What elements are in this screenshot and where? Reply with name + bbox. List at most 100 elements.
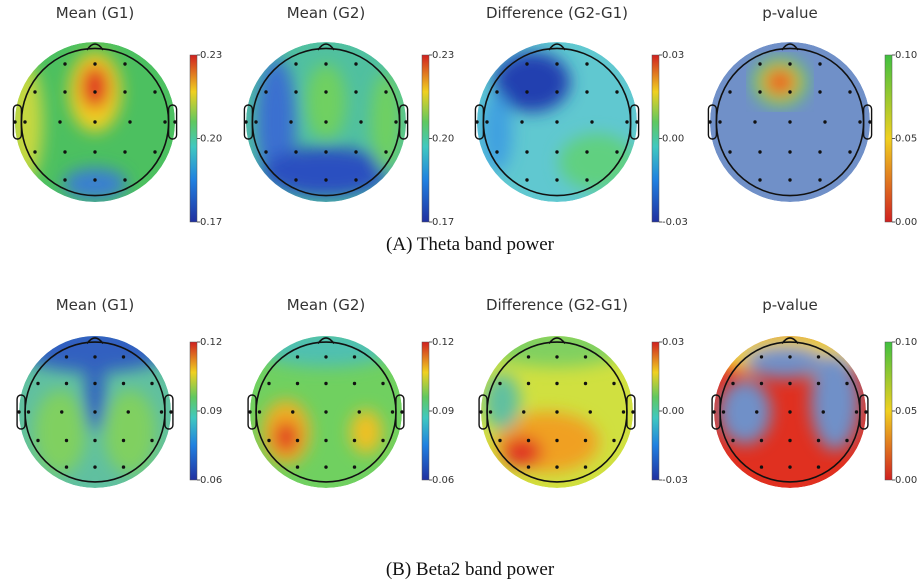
colorbar-tick-label: 0.17 xyxy=(200,217,222,228)
electrode xyxy=(858,120,862,124)
topo-blobs xyxy=(752,57,808,107)
electrode xyxy=(755,410,759,414)
colorbar-tick-label: 0.00 xyxy=(895,217,917,228)
electrode xyxy=(555,410,559,414)
electrode xyxy=(788,381,792,386)
electrode xyxy=(816,381,821,386)
electrode xyxy=(354,178,358,182)
ear xyxy=(478,394,488,430)
electrode xyxy=(555,150,559,154)
electrode xyxy=(612,438,616,443)
ear xyxy=(859,394,869,430)
electrode xyxy=(357,410,361,414)
nose xyxy=(86,337,104,345)
electrode xyxy=(93,90,97,94)
electrode xyxy=(63,150,67,154)
electrode xyxy=(525,90,529,94)
electrode xyxy=(294,178,298,182)
electrode xyxy=(264,90,268,94)
topomap xyxy=(19,336,171,488)
electrode xyxy=(384,90,388,94)
nose xyxy=(548,43,566,51)
topo-blob xyxy=(306,64,346,140)
electrode xyxy=(759,355,764,359)
electrode xyxy=(845,381,849,386)
nose xyxy=(317,337,335,345)
electrode xyxy=(352,381,357,386)
electrode xyxy=(404,120,408,124)
electrode xyxy=(526,438,531,443)
colorbar-tick-label: 0.17 xyxy=(432,217,454,228)
electrode xyxy=(845,438,849,443)
ear xyxy=(164,394,174,430)
electrode xyxy=(324,355,328,359)
electrode xyxy=(788,410,792,414)
electrode xyxy=(23,120,27,124)
electrode xyxy=(615,90,619,94)
electrode xyxy=(295,438,300,443)
electrode xyxy=(495,150,499,154)
electrode xyxy=(555,178,559,182)
colorbar xyxy=(884,54,893,223)
electrode xyxy=(555,90,559,94)
electrode xyxy=(728,90,732,94)
electrode xyxy=(495,90,499,94)
colorbar-tick-label: 0.10 xyxy=(895,337,917,348)
topo-blob xyxy=(494,52,570,112)
electrode xyxy=(294,62,298,66)
electrode xyxy=(818,150,822,154)
electrode xyxy=(33,90,37,94)
electrode xyxy=(93,62,97,66)
ear xyxy=(711,394,721,430)
electrode xyxy=(818,178,822,182)
caption: (A) Theta band power xyxy=(386,234,555,255)
colorbar xyxy=(884,341,893,481)
electrode xyxy=(58,120,62,124)
colorbar-tick-label: 0.12 xyxy=(432,337,454,348)
electrode xyxy=(721,410,726,414)
colorbar-tick-label: 0.23 xyxy=(432,50,454,61)
electrode xyxy=(485,120,489,124)
electrode xyxy=(555,465,559,469)
electrode xyxy=(788,438,792,443)
nose xyxy=(548,337,566,345)
electrode xyxy=(93,120,97,124)
electrode xyxy=(525,62,529,66)
electrode xyxy=(324,381,328,386)
electrode xyxy=(354,90,358,94)
electrode xyxy=(590,120,594,124)
electrode xyxy=(788,150,792,154)
electrode xyxy=(93,465,97,469)
electrode xyxy=(324,150,328,154)
electrode xyxy=(816,355,821,359)
electrode xyxy=(731,438,735,443)
electrode xyxy=(583,355,588,359)
electrode xyxy=(324,90,328,94)
topo-blob xyxy=(81,65,109,109)
topomap xyxy=(714,336,866,488)
electrode xyxy=(728,150,732,154)
colorbar xyxy=(421,54,430,223)
electrode xyxy=(64,465,69,469)
electrode xyxy=(522,410,526,414)
electrode xyxy=(123,90,127,94)
plot-title: Mean (G2) xyxy=(287,296,366,314)
electrode xyxy=(555,381,559,386)
electrode xyxy=(631,410,635,414)
electrode xyxy=(324,465,328,469)
electrode xyxy=(169,410,173,414)
topo-blob xyxy=(104,390,156,474)
plot-title: Mean (G1) xyxy=(56,4,135,22)
colorbar xyxy=(651,54,660,223)
topomap xyxy=(250,336,402,488)
electrode xyxy=(267,381,271,386)
caption: (B) Beta2 band power xyxy=(386,559,555,580)
electrode xyxy=(708,120,712,124)
electrode xyxy=(359,120,363,124)
electrode xyxy=(718,120,722,124)
electrode xyxy=(384,150,388,154)
electrode xyxy=(818,90,822,94)
colorbar xyxy=(421,341,430,481)
electrode xyxy=(324,410,328,414)
